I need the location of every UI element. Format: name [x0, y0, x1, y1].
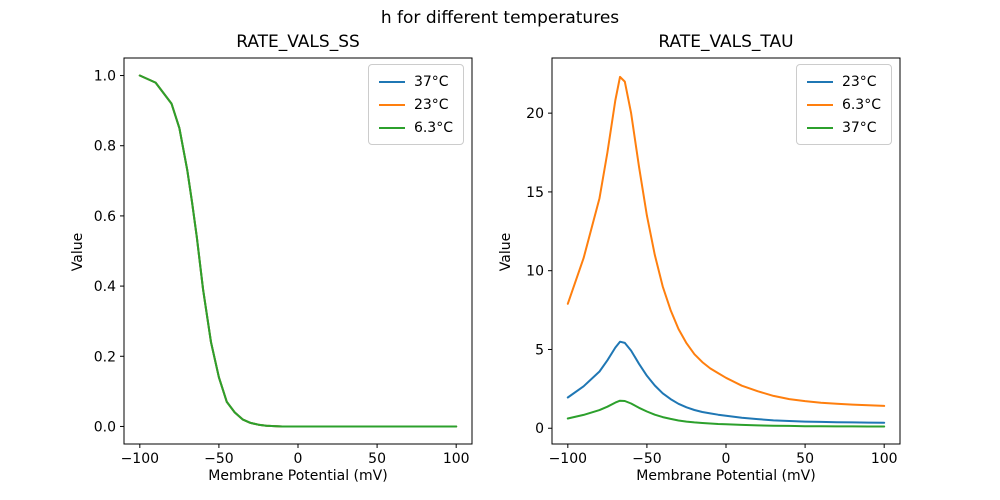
x-tick-label: 50 — [368, 451, 386, 467]
y-tick-label: 20 — [526, 106, 544, 122]
y-tick-label: 0.2 — [94, 349, 116, 365]
y-tick-label: 0.4 — [94, 279, 116, 295]
legend-entry: 6.3°C — [806, 95, 881, 114]
x-tick-label: −50 — [632, 451, 662, 467]
legend-line-swatch — [806, 126, 833, 129]
y-tick-label: 0.0 — [94, 419, 116, 435]
axes-frame — [123, 57, 473, 445]
legend-label: 23°C — [841, 73, 877, 90]
x-tick-label: −100 — [121, 451, 159, 467]
subplot-tau: −100 −50 0 50 100 0 5 10 15 20 — [526, 57, 901, 467]
legend-entry: 6.3°C — [378, 118, 453, 137]
subplot-tau-legend: 23°C 6.3°C 37°C — [795, 64, 892, 145]
y-tick-label: 1.0 — [94, 69, 116, 85]
subplot-tau-ylabel: Value — [498, 232, 514, 272]
x-tick-label: 0 — [294, 451, 303, 467]
x-tick-label: −100 — [549, 451, 587, 467]
legend-entry: 23°C — [378, 95, 453, 114]
subplot-tau-xlabel: Membrane Potential (mV) — [636, 468, 816, 484]
legend-line-swatch — [378, 80, 405, 83]
curve-23C — [566, 340, 886, 424]
subplot-tau-title: RATE_VALS_TAU — [658, 32, 794, 52]
subplot-ss-legend: 37°C 23°C 6.3°C — [367, 64, 464, 145]
x-tick-label: −50 — [204, 451, 234, 467]
legend-line-swatch — [806, 103, 833, 106]
legend-line-swatch — [378, 126, 405, 129]
legend-line-swatch — [806, 80, 833, 83]
legend-label: 6.3°C — [841, 96, 881, 113]
x-tick-label: 100 — [443, 451, 470, 467]
subplot-ss: −100 −50 0 50 100 0.0 0.2 0.4 0.6 0.8 1.0 — [94, 57, 473, 467]
legend-label: 6.3°C — [413, 119, 453, 136]
curve-6.3C — [566, 75, 886, 407]
figure-title: h for different temperatures — [380, 8, 620, 28]
y-tick-label: 5 — [535, 342, 544, 358]
legend-label: 37°C — [413, 73, 449, 90]
x-tick-label: 0 — [722, 451, 731, 467]
legend-line-swatch — [378, 103, 405, 106]
subplot-ss-xlabel: Membrane Potential (mV) — [208, 468, 388, 484]
x-tick-label: 50 — [796, 451, 814, 467]
axes-frame — [551, 57, 901, 445]
subplot-ss-ylabel: Value — [70, 232, 86, 272]
y-tick-label: 0.6 — [94, 209, 116, 225]
legend-label: 37°C — [841, 119, 877, 136]
legend-entry: 23°C — [806, 72, 881, 91]
curve-37C — [566, 399, 886, 428]
legend-entry: 37°C — [378, 72, 453, 91]
y-tick-label: 0.8 — [94, 139, 116, 155]
subplot-ss-title: RATE_VALS_SS — [236, 32, 360, 52]
y-tick-label: 10 — [526, 264, 544, 280]
legend-entry: 37°C — [806, 118, 881, 137]
x-tick-label: 100 — [871, 451, 898, 467]
y-tick-label: 0 — [535, 421, 544, 437]
y-tick-label: 15 — [526, 185, 544, 201]
legend-label: 23°C — [413, 96, 449, 113]
curve-6.3C — [138, 74, 458, 428]
